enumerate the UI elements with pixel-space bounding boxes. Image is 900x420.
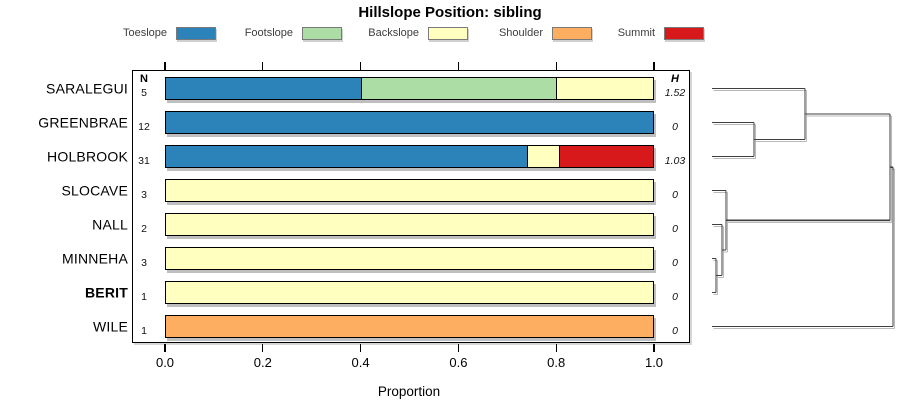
legend-item-toeslope: Toeslope bbox=[56, 25, 216, 41]
legend-item-backslope: Backslope bbox=[308, 25, 468, 41]
bar-segment-backslope bbox=[166, 282, 653, 303]
h-value: 1.52 bbox=[664, 87, 686, 99]
h-column-header: H bbox=[671, 73, 679, 85]
plot-panel bbox=[132, 70, 690, 343]
bar-segment-backslope bbox=[166, 248, 653, 269]
x-tick-label: 0.2 bbox=[253, 355, 272, 370]
bar-holbrook bbox=[165, 145, 654, 168]
legend-swatch-shoulder bbox=[552, 26, 592, 40]
x-tick-label: 0.8 bbox=[547, 355, 566, 370]
legend-label: Backslope bbox=[368, 27, 419, 39]
n-value: 3 bbox=[141, 189, 147, 201]
x-tick-label: 0.6 bbox=[449, 355, 468, 370]
bar-segment-backslope bbox=[527, 146, 559, 167]
bar-segment-toeslope bbox=[166, 78, 361, 99]
tick-bottom bbox=[457, 343, 459, 352]
bar-nall bbox=[165, 213, 654, 236]
tick-bottom bbox=[262, 343, 264, 352]
n-value: 5 bbox=[141, 87, 147, 99]
tick-top bbox=[262, 61, 264, 70]
x-axis-title: Proportion bbox=[377, 384, 441, 399]
x-tick-label: 0.0 bbox=[155, 355, 175, 370]
legend-swatch-toeslope bbox=[176, 26, 216, 40]
x-tick-label: 0.4 bbox=[351, 355, 370, 370]
bar-segment-backslope bbox=[166, 214, 653, 235]
bar-greenbrae bbox=[165, 111, 654, 134]
row-label-nall: NALL bbox=[92, 216, 128, 233]
bar-saralegui bbox=[165, 77, 654, 100]
legend-label: Toeslope bbox=[122, 27, 167, 39]
h-value: 1.03 bbox=[664, 155, 686, 167]
dendrogram bbox=[712, 87, 896, 330]
h-value: 0 bbox=[672, 121, 678, 133]
legend-item-summit: Summit bbox=[544, 25, 704, 41]
tick-bottom bbox=[360, 343, 362, 352]
h-value: 0 bbox=[672, 257, 678, 269]
n-value: 12 bbox=[138, 121, 150, 133]
legend-swatch-summit bbox=[664, 26, 704, 40]
row-label-holbrook: HOLBROOK bbox=[47, 148, 128, 165]
tick-top bbox=[457, 61, 459, 70]
bar-segment-toeslope bbox=[166, 146, 528, 167]
bar-wile bbox=[165, 315, 654, 338]
h-value: 0 bbox=[672, 189, 678, 201]
bar-segment-shoulder bbox=[166, 316, 653, 337]
legend-label: Shoulder bbox=[498, 27, 543, 39]
row-label-greenbrae: GREENBRAE bbox=[38, 114, 128, 131]
row-label-slocave: SLOCAVE bbox=[61, 182, 128, 199]
bar-berit bbox=[165, 281, 654, 304]
legend-swatch-footslope bbox=[302, 26, 342, 40]
n-value: 1 bbox=[141, 291, 147, 303]
row-label-minneha: MINNEHA bbox=[62, 250, 128, 267]
h-value: 0 bbox=[672, 325, 678, 337]
tick-top bbox=[164, 61, 166, 70]
legend-label: Footslope bbox=[244, 27, 293, 39]
x-tick-label: 1.0 bbox=[644, 355, 664, 370]
bar-segment-backslope bbox=[166, 180, 653, 201]
n-value: 1 bbox=[141, 325, 147, 337]
n-value: 3 bbox=[141, 257, 147, 269]
legend-item-shoulder: Shoulder bbox=[432, 25, 592, 41]
tick-top bbox=[360, 61, 362, 70]
n-column-header: N bbox=[140, 73, 148, 85]
bar-segment-toeslope bbox=[166, 112, 653, 133]
row-label-berit: BERIT bbox=[85, 284, 128, 301]
legend-item-footslope: Footslope bbox=[182, 25, 342, 41]
n-value: 2 bbox=[141, 223, 147, 235]
bar-minneha bbox=[165, 247, 654, 270]
row-label-wile: WILE bbox=[92, 318, 128, 335]
legend-label: Summit bbox=[617, 27, 655, 39]
bar-segment-backslope bbox=[555, 78, 653, 99]
bar-slocave bbox=[165, 179, 654, 202]
tick-top bbox=[555, 61, 557, 70]
legend-swatch-backslope bbox=[428, 26, 468, 40]
tick-bottom bbox=[653, 343, 655, 352]
chart-title: Hillslope Position: sibling bbox=[358, 4, 542, 21]
row-label-saralegui: SARALEGUI bbox=[46, 80, 128, 97]
tick-bottom bbox=[164, 343, 166, 352]
tick-bottom bbox=[555, 343, 557, 352]
bar-segment-summit bbox=[558, 146, 653, 167]
h-value: 0 bbox=[672, 223, 678, 235]
n-value: 31 bbox=[138, 155, 150, 167]
tick-top bbox=[653, 61, 655, 70]
h-value: 0 bbox=[672, 291, 678, 303]
bar-segment-footslope bbox=[360, 78, 556, 99]
